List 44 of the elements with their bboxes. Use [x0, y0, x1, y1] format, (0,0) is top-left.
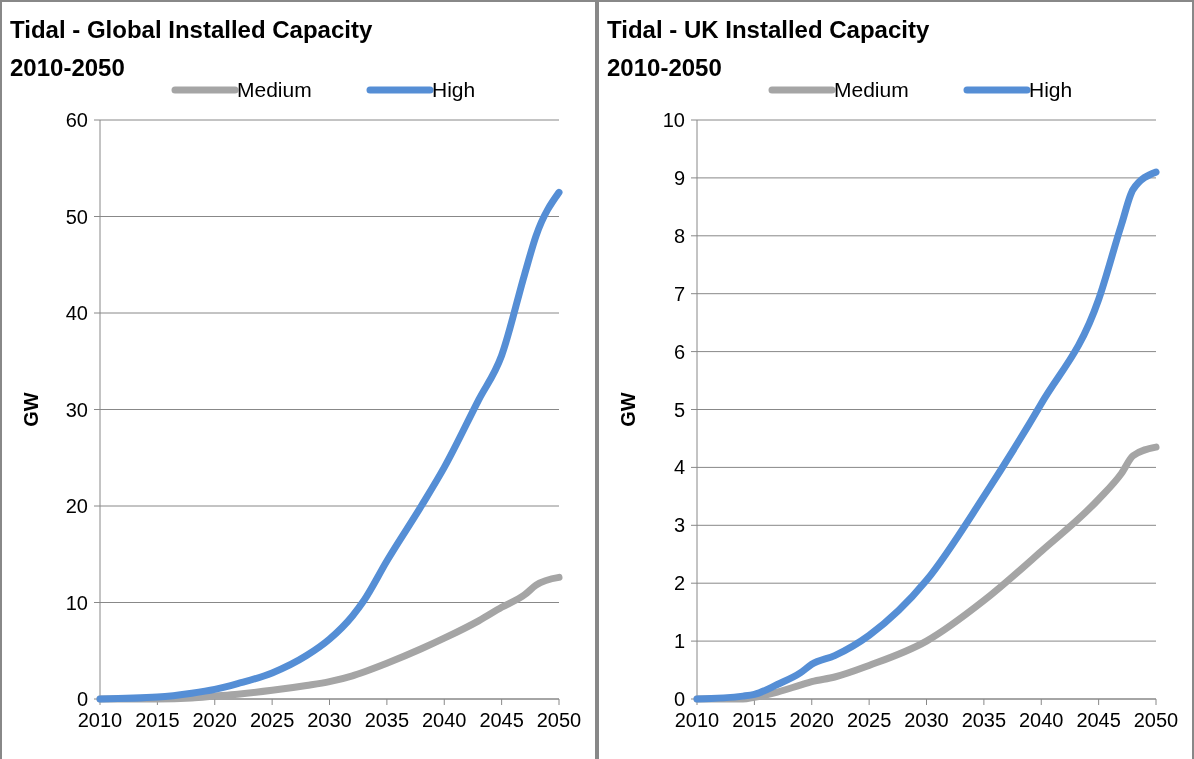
y-tick-label: 6 [673, 340, 685, 363]
y-tick-label: 60 [65, 109, 88, 131]
x-tick-label: 2035 [961, 709, 1007, 731]
x-tick-label: 2010 [77, 709, 123, 731]
y-axis-title: GW [20, 392, 42, 427]
x-tick-label: 2035 [364, 709, 410, 731]
x-tick-label: 2030 [904, 709, 949, 731]
x-tick-label: 2045 [479, 709, 524, 731]
x-tick-label: 2050 [1133, 709, 1179, 731]
y-tick-label: 10 [65, 591, 88, 614]
x-tick-label: 2050 [536, 709, 582, 731]
x-tick-label: 2030 [307, 709, 352, 731]
x-tick-label: 2020 [192, 709, 237, 731]
y-tick-label: 20 [65, 495, 88, 517]
y-tick-label: 40 [65, 302, 88, 324]
x-tick-label: 2010 [674, 709, 720, 731]
y-tick-label: 0 [76, 688, 88, 710]
x-tick-label: 2015 [135, 709, 180, 731]
y-tick-label: 10 [662, 109, 685, 131]
legend-label: Medium [834, 78, 909, 102]
x-tick-label: 2015 [732, 709, 777, 731]
y-tick-label: 7 [673, 282, 685, 305]
y-tick-label: 2 [673, 572, 685, 595]
y-tick-label: 8 [673, 224, 685, 247]
y-tick-label: 50 [65, 205, 88, 228]
legend-label: Medium [237, 78, 312, 102]
x-tick-label: 2025 [249, 709, 295, 731]
x-tick-label: 2040 [1019, 709, 1064, 731]
y-tick-label: 5 [673, 398, 685, 421]
y-tick-label: 4 [673, 456, 685, 479]
y-tick-label: 30 [65, 398, 88, 421]
y-tick-label: 3 [673, 514, 685, 537]
chart-title: Tidal - UK Installed Capacity 2010-2050 [607, 16, 930, 81]
y-axis-title: GW [617, 392, 639, 427]
y-tick-label: 0 [673, 688, 685, 710]
x-tick-label: 2045 [1076, 709, 1121, 731]
x-tick-label: 2025 [846, 709, 892, 731]
x-tick-label: 2020 [789, 709, 834, 731]
y-tick-label: 9 [673, 166, 685, 189]
legend-label: High [1029, 78, 1073, 102]
x-tick-label: 2040 [422, 709, 467, 731]
chart-title: Tidal - Global Installed Capacity 2010-2050 [10, 16, 373, 81]
legend-label: High [432, 78, 476, 102]
y-tick-label: 1 [673, 630, 685, 653]
